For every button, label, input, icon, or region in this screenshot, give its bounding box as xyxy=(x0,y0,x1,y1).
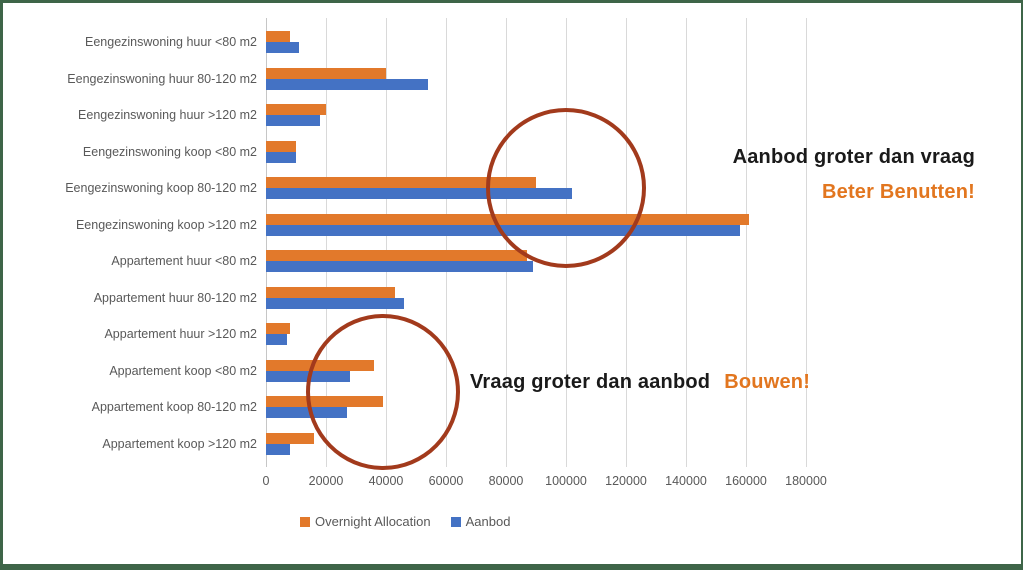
bar-aanbod xyxy=(266,297,404,309)
bar-row xyxy=(266,175,812,212)
bar-overnight-allocation xyxy=(266,432,314,444)
bar-row xyxy=(266,431,812,468)
x-tick-label: 180000 xyxy=(785,474,827,488)
x-axis: 0 20000 40000 60000 80000 100000 120000 140000 1… xyxy=(262,474,827,492)
gridline xyxy=(386,18,387,467)
category-label: Eengezinswoning huur 80-120 m2 xyxy=(67,71,257,86)
category-label: Appartement huur <80 m2 xyxy=(111,254,257,269)
bar-overnight-allocation xyxy=(266,177,536,188)
bar-aanbod xyxy=(266,188,572,199)
demand-highlight-circle xyxy=(306,314,460,470)
annotation-demand-line1: Vraag groter dan aanbod xyxy=(470,371,711,393)
x-tick-label: 0 xyxy=(262,474,270,488)
bar-aanbod xyxy=(266,42,299,53)
annotation-supply-line1: Aanbod groter dan vraag xyxy=(732,146,975,168)
x-tick-label: 40000 xyxy=(368,474,404,488)
annotation-demand-greater: Vraag groter dan aanbod Bouwen! xyxy=(470,371,810,394)
bar-aanbod xyxy=(266,78,428,90)
category-label: Appartement koop >120 m2 xyxy=(102,436,257,451)
bar-overnight-allocation xyxy=(266,250,527,261)
bar-row xyxy=(266,248,812,285)
gridline xyxy=(266,18,267,467)
legend-swatch-icon xyxy=(450,516,461,527)
gridline xyxy=(806,18,807,467)
category-label: Eengezinswoning koop >120 m2 xyxy=(75,217,257,232)
category-label: Eengezinswoning huur >120 m2 xyxy=(78,108,257,123)
bar-aanbod xyxy=(266,407,347,418)
bar-overnight-allocation xyxy=(266,104,326,115)
legend-swatch-icon xyxy=(300,516,310,527)
bar-row xyxy=(266,321,812,358)
bar-overnight-allocation xyxy=(266,140,296,152)
bar-row xyxy=(266,29,812,66)
bar-row xyxy=(266,139,812,176)
x-tick-label: 60000 xyxy=(428,474,464,488)
bar-aanbod xyxy=(266,115,320,126)
annotation-supply-greater: Aanbod groter dan vraag Beter Benutten! xyxy=(733,145,975,204)
x-tick-label: 120000 xyxy=(605,474,647,488)
category-label: Appartement koop <80 m2 xyxy=(109,363,257,378)
legend-label: Overnight Allocation xyxy=(315,514,431,529)
category-label: Appartement koop 80-120 m2 xyxy=(91,400,257,415)
x-tick-label: 20000 xyxy=(308,474,344,488)
bar-overnight-allocation xyxy=(266,286,395,298)
category-label: Appartement huur 80-120 m2 xyxy=(93,290,257,305)
bar-overnight-allocation xyxy=(266,323,290,334)
gridline xyxy=(746,18,747,467)
legend-label: Aanbod xyxy=(465,514,511,529)
x-tick-label: 140000 xyxy=(665,474,707,488)
x-tick-label: 160000 xyxy=(725,474,767,488)
bar-aanbod xyxy=(266,443,290,455)
bar-aanbod xyxy=(266,151,296,163)
bar-overnight-allocation xyxy=(266,31,290,42)
x-tick-label: 100000 xyxy=(545,474,587,488)
gridline xyxy=(686,18,687,467)
annotation-supply-line2: Beter Benutten! xyxy=(821,181,975,203)
category-label: Eengezinswoning huur <80 m2 xyxy=(85,35,257,50)
gridline xyxy=(626,18,627,467)
legend-item: Overnight Allocation xyxy=(300,514,431,529)
legend: Overnight Allocation Aanbod xyxy=(300,514,510,529)
x-tick-label: 80000 xyxy=(488,474,524,488)
gridline xyxy=(326,18,327,467)
category-label: Appartement huur >120 m2 xyxy=(104,327,257,342)
bar-aanbod xyxy=(266,261,533,272)
bar-row xyxy=(266,285,812,322)
bar-row xyxy=(266,102,812,139)
category-label: Eengezinswoning koop <80 m2 xyxy=(82,144,257,159)
supply-highlight-circle xyxy=(486,108,646,268)
bar-overnight-allocation xyxy=(266,67,386,79)
bar-row xyxy=(266,66,812,103)
category-labels: Eengezinswoning huur <80 m2 Eengezinswoni… xyxy=(3,24,257,462)
annotation-demand-line2: Bouwen! xyxy=(724,371,811,393)
bar-aanbod xyxy=(266,334,287,345)
legend-item: Aanbod xyxy=(450,514,511,529)
category-label: Eengezinswoning koop 80-120 m2 xyxy=(65,181,257,196)
gridline xyxy=(446,18,447,467)
